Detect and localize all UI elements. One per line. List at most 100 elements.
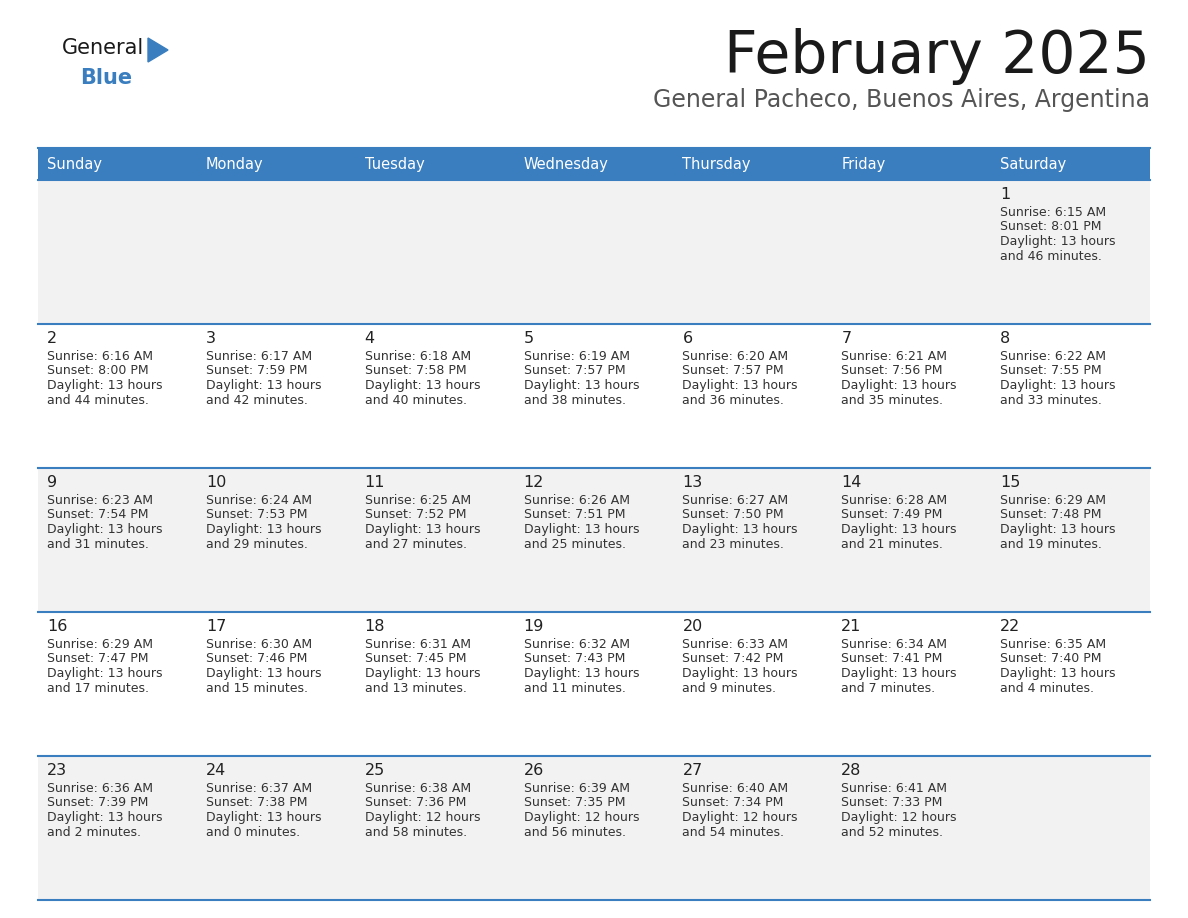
Bar xyxy=(197,180,355,324)
Text: Sunrise: 6:17 AM: Sunrise: 6:17 AM xyxy=(206,350,312,363)
Text: 10: 10 xyxy=(206,475,226,490)
Text: Sunset: 7:34 PM: Sunset: 7:34 PM xyxy=(682,797,784,810)
Text: and 38 minutes.: and 38 minutes. xyxy=(524,394,626,407)
Text: 2: 2 xyxy=(48,331,57,346)
Text: Sunrise: 6:16 AM: Sunrise: 6:16 AM xyxy=(48,350,153,363)
Text: Sunset: 7:55 PM: Sunset: 7:55 PM xyxy=(1000,364,1101,377)
Text: 13: 13 xyxy=(682,475,702,490)
Text: and 52 minutes.: and 52 minutes. xyxy=(841,825,943,838)
Bar xyxy=(355,756,514,900)
Text: 1: 1 xyxy=(1000,187,1010,202)
Text: Thursday: Thursday xyxy=(682,156,751,172)
Bar xyxy=(833,756,991,900)
Text: and 46 minutes.: and 46 minutes. xyxy=(1000,250,1102,263)
Text: and 23 minutes.: and 23 minutes. xyxy=(682,538,784,551)
Text: Daylight: 13 hours: Daylight: 13 hours xyxy=(206,523,322,536)
Text: Daylight: 13 hours: Daylight: 13 hours xyxy=(206,379,322,392)
Bar xyxy=(38,148,197,180)
Text: 19: 19 xyxy=(524,619,544,634)
Text: and 4 minutes.: and 4 minutes. xyxy=(1000,681,1094,695)
Bar xyxy=(355,324,514,468)
Text: and 21 minutes.: and 21 minutes. xyxy=(841,538,943,551)
Text: General Pacheco, Buenos Aires, Argentina: General Pacheco, Buenos Aires, Argentina xyxy=(653,88,1150,112)
Text: Sunrise: 6:22 AM: Sunrise: 6:22 AM xyxy=(1000,350,1106,363)
Text: 27: 27 xyxy=(682,763,702,778)
Text: 15: 15 xyxy=(1000,475,1020,490)
Text: Sunrise: 6:29 AM: Sunrise: 6:29 AM xyxy=(48,638,153,651)
Text: Daylight: 13 hours: Daylight: 13 hours xyxy=(524,523,639,536)
Text: and 7 minutes.: and 7 minutes. xyxy=(841,681,935,695)
Text: 28: 28 xyxy=(841,763,861,778)
Text: Daylight: 13 hours: Daylight: 13 hours xyxy=(841,523,956,536)
Bar xyxy=(674,756,833,900)
Text: 23: 23 xyxy=(48,763,68,778)
Text: Daylight: 13 hours: Daylight: 13 hours xyxy=(1000,523,1116,536)
Text: February 2025: February 2025 xyxy=(725,28,1150,85)
Text: and 25 minutes.: and 25 minutes. xyxy=(524,538,626,551)
Text: Sunrise: 6:35 AM: Sunrise: 6:35 AM xyxy=(1000,638,1106,651)
Text: Sunrise: 6:24 AM: Sunrise: 6:24 AM xyxy=(206,494,312,507)
Text: Sunset: 7:57 PM: Sunset: 7:57 PM xyxy=(524,364,625,377)
Text: Sunrise: 6:36 AM: Sunrise: 6:36 AM xyxy=(48,782,153,795)
Text: Daylight: 13 hours: Daylight: 13 hours xyxy=(682,667,798,680)
Text: Sunrise: 6:30 AM: Sunrise: 6:30 AM xyxy=(206,638,312,651)
Bar xyxy=(833,468,991,612)
Text: Sunset: 8:00 PM: Sunset: 8:00 PM xyxy=(48,364,148,377)
Text: and 36 minutes.: and 36 minutes. xyxy=(682,394,784,407)
Text: and 44 minutes.: and 44 minutes. xyxy=(48,394,148,407)
Text: Daylight: 13 hours: Daylight: 13 hours xyxy=(206,811,322,824)
Text: 9: 9 xyxy=(48,475,57,490)
Bar xyxy=(514,324,674,468)
Text: Sunrise: 6:38 AM: Sunrise: 6:38 AM xyxy=(365,782,470,795)
Text: Sunrise: 6:33 AM: Sunrise: 6:33 AM xyxy=(682,638,789,651)
Text: and 35 minutes.: and 35 minutes. xyxy=(841,394,943,407)
Text: 4: 4 xyxy=(365,331,375,346)
Text: Daylight: 12 hours: Daylight: 12 hours xyxy=(841,811,956,824)
Polygon shape xyxy=(148,38,168,62)
Text: 3: 3 xyxy=(206,331,216,346)
Bar xyxy=(355,468,514,612)
Text: Sunrise: 6:15 AM: Sunrise: 6:15 AM xyxy=(1000,206,1106,219)
Text: Daylight: 13 hours: Daylight: 13 hours xyxy=(1000,667,1116,680)
Text: Monday: Monday xyxy=(206,156,264,172)
Text: Daylight: 12 hours: Daylight: 12 hours xyxy=(365,811,480,824)
Text: Sunrise: 6:18 AM: Sunrise: 6:18 AM xyxy=(365,350,470,363)
Bar xyxy=(991,148,1150,180)
Text: Sunset: 7:43 PM: Sunset: 7:43 PM xyxy=(524,653,625,666)
Text: Sunset: 7:49 PM: Sunset: 7:49 PM xyxy=(841,509,942,521)
Text: Sunset: 7:45 PM: Sunset: 7:45 PM xyxy=(365,653,466,666)
Text: Sunrise: 6:28 AM: Sunrise: 6:28 AM xyxy=(841,494,947,507)
Bar xyxy=(674,324,833,468)
Text: Daylight: 13 hours: Daylight: 13 hours xyxy=(841,667,956,680)
Bar xyxy=(355,612,514,756)
Text: Sunrise: 6:40 AM: Sunrise: 6:40 AM xyxy=(682,782,789,795)
Text: Sunrise: 6:41 AM: Sunrise: 6:41 AM xyxy=(841,782,947,795)
Text: Sunset: 7:57 PM: Sunset: 7:57 PM xyxy=(682,364,784,377)
Text: Sunrise: 6:19 AM: Sunrise: 6:19 AM xyxy=(524,350,630,363)
Text: Sunset: 7:41 PM: Sunset: 7:41 PM xyxy=(841,653,942,666)
Text: Daylight: 13 hours: Daylight: 13 hours xyxy=(682,379,798,392)
Bar xyxy=(674,148,833,180)
Text: 11: 11 xyxy=(365,475,385,490)
Text: Sunset: 7:46 PM: Sunset: 7:46 PM xyxy=(206,653,308,666)
Text: and 29 minutes.: and 29 minutes. xyxy=(206,538,308,551)
Text: Daylight: 13 hours: Daylight: 13 hours xyxy=(682,523,798,536)
Text: 7: 7 xyxy=(841,331,852,346)
Text: 6: 6 xyxy=(682,331,693,346)
Bar xyxy=(355,180,514,324)
Text: 16: 16 xyxy=(48,619,68,634)
Bar xyxy=(833,180,991,324)
Text: and 15 minutes.: and 15 minutes. xyxy=(206,681,308,695)
Text: Sunrise: 6:31 AM: Sunrise: 6:31 AM xyxy=(365,638,470,651)
Text: 25: 25 xyxy=(365,763,385,778)
Text: Tuesday: Tuesday xyxy=(365,156,424,172)
Text: Sunset: 7:54 PM: Sunset: 7:54 PM xyxy=(48,509,148,521)
Bar xyxy=(833,612,991,756)
Text: 26: 26 xyxy=(524,763,544,778)
Bar xyxy=(38,324,197,468)
Bar xyxy=(991,180,1150,324)
Text: 20: 20 xyxy=(682,619,702,634)
Text: Sunrise: 6:20 AM: Sunrise: 6:20 AM xyxy=(682,350,789,363)
Text: Sunset: 7:50 PM: Sunset: 7:50 PM xyxy=(682,509,784,521)
Bar xyxy=(991,468,1150,612)
